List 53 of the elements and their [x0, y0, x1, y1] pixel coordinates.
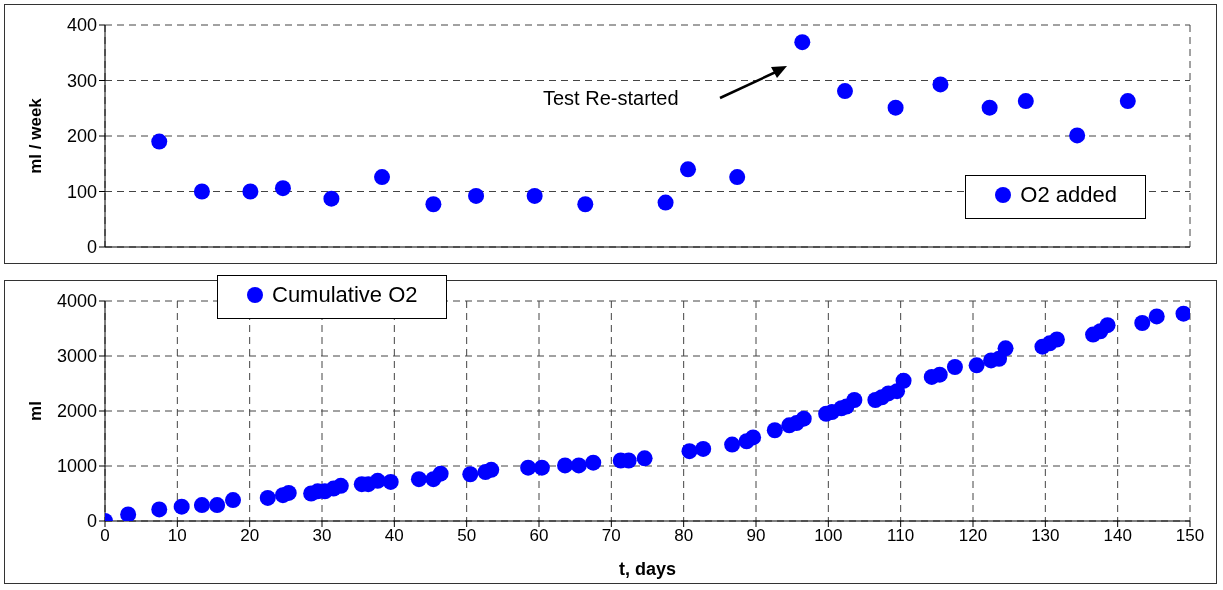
point [242, 183, 259, 200]
point [193, 183, 210, 200]
y-tick-label: 3000 [56, 346, 97, 367]
point [729, 169, 746, 186]
y-tick-label: 1000 [56, 456, 97, 477]
x-axis-title: t, days [618, 559, 677, 579]
point [1017, 93, 1034, 110]
x-tick-label: 40 [384, 526, 404, 546]
point [425, 196, 442, 213]
x-tick-label: 80 [674, 526, 694, 546]
point [794, 34, 811, 51]
x-tick-label: 140 [1103, 526, 1132, 546]
x-tick-label: 60 [529, 526, 549, 546]
y-tick-label: 0 [86, 237, 97, 258]
y-tick-label: 0 [86, 511, 97, 532]
point [887, 99, 904, 116]
legend-label: O2 added [1020, 182, 1117, 208]
y-tick-label: 200 [66, 126, 97, 147]
x-tick-label: 130 [1031, 526, 1060, 546]
point [577, 196, 594, 213]
annotation: Test Re-started [543, 87, 679, 110]
y-axis-title: ml / week [26, 97, 46, 174]
x-tick-label: 110 [887, 526, 915, 546]
y-tick-label: 100 [66, 181, 97, 202]
legend-label: Cumulative O2 [272, 282, 418, 308]
point [1119, 93, 1136, 110]
x-tick-label: 120 [958, 526, 988, 546]
x-tick-label: 30 [312, 526, 332, 546]
x-tick-label: 100 [814, 526, 843, 546]
y-tick-label: 400 [66, 15, 97, 36]
point [468, 187, 485, 204]
x-tick-label: 90 [746, 526, 766, 546]
y-axis-title: ml [26, 401, 46, 421]
point [680, 161, 697, 178]
point [323, 190, 340, 207]
point [932, 76, 949, 93]
point [657, 194, 674, 211]
point [274, 180, 291, 197]
y-tick-label: 2000 [56, 401, 97, 422]
y-tick-label: 4000 [56, 291, 97, 312]
x-tick-label: 150 [1175, 526, 1205, 546]
x-tick-label: 10 [167, 526, 187, 546]
x-tick-label: 50 [457, 526, 477, 546]
point [1069, 127, 1086, 144]
point [151, 133, 168, 150]
point [374, 169, 391, 186]
y-tick-label: 300 [66, 70, 97, 91]
x-tick-label: 0 [100, 526, 110, 546]
point [526, 187, 543, 204]
x-tick-label: 20 [240, 526, 260, 546]
point [981, 99, 998, 116]
point [836, 83, 853, 100]
x-tick-label: 70 [601, 526, 621, 546]
